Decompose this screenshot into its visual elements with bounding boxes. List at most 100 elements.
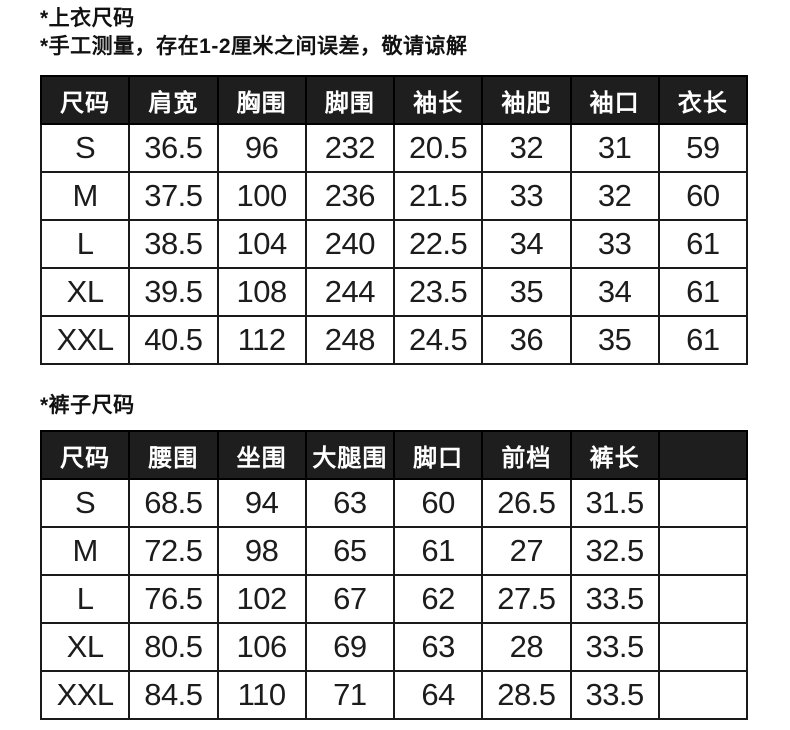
measurement-cell: 60 xyxy=(392,478,484,528)
measurement-cell: 31 xyxy=(569,123,660,173)
measurement-cell: 248 xyxy=(304,315,396,365)
column-header: 坐围 xyxy=(216,430,307,480)
measurement-cell: 22.5 xyxy=(392,219,484,269)
measurement-cell: 98 xyxy=(216,526,307,576)
column-header: 袖肥 xyxy=(481,75,572,125)
size-label-cell: L xyxy=(39,219,131,269)
measurement-cell: 28 xyxy=(481,622,572,672)
measurement-cell: 232 xyxy=(304,123,396,173)
measurement-cell: 24.5 xyxy=(392,315,484,365)
measurement-cell: 33.5 xyxy=(569,574,660,624)
size-label-cell: XXL xyxy=(39,315,131,365)
table-row: S 68.5 94 63 60 26.5 31.5 xyxy=(39,478,749,528)
table-row: M 72.5 98 65 61 27 32.5 xyxy=(39,526,749,576)
measurement-cell: 39.5 xyxy=(128,267,219,317)
pants-header-row: 尺码 腰围 坐围 大腿围 脚口 前档 裤长 xyxy=(39,430,749,480)
measurement-cell: 38.5 xyxy=(128,219,219,269)
table-row: L 76.5 102 67 62 27.5 33.5 xyxy=(39,574,749,624)
column-header: 尺码 xyxy=(39,430,131,480)
tops-size-table: 尺码 肩宽 胸围 脚围 袖长 袖肥 袖口 衣长 S 36.5 96 232 20.5 32 31 59 M 37… xyxy=(39,75,749,365)
measurement-cell: 61 xyxy=(657,267,749,317)
measurement-cell: 64 xyxy=(392,670,484,720)
measurement-cell: 106 xyxy=(216,622,307,672)
table-row: L 38.5 104 240 22.5 34 33 61 xyxy=(39,219,749,269)
measurement-cell: 33 xyxy=(569,219,660,269)
table-row: XXL 84.5 110 71 64 28.5 33.5 xyxy=(39,670,749,720)
measurement-cell: 34 xyxy=(481,219,572,269)
measurement-cell: 28.5 xyxy=(481,670,572,720)
measurement-cell xyxy=(657,622,749,672)
pants-size-table: 尺码 腰围 坐围 大腿围 脚口 前档 裤长 S 68.5 94 63 60 26.5 31.5 M 72.5… xyxy=(39,430,749,720)
column-header: 脚围 xyxy=(304,75,396,125)
measurement-cell: 23.5 xyxy=(392,267,484,317)
size-label-cell: XL xyxy=(39,622,131,672)
measurement-cell: 240 xyxy=(304,219,396,269)
measurement-cell: 35 xyxy=(481,267,572,317)
measurement-cell: 36 xyxy=(481,315,572,365)
measurement-cell: 65 xyxy=(304,526,396,576)
tops-section-title: *上衣尺码 xyxy=(40,7,135,30)
measurement-cell: 37.5 xyxy=(128,171,219,221)
size-label-cell: L xyxy=(39,574,131,624)
measurement-cell: 94 xyxy=(216,478,307,528)
column-header-empty xyxy=(657,430,749,480)
measurement-cell: 35 xyxy=(569,315,660,365)
measurement-cell: 27 xyxy=(481,526,572,576)
column-header: 裤长 xyxy=(569,430,660,480)
measurement-cell xyxy=(657,670,749,720)
size-label-cell: XXL xyxy=(39,670,131,720)
column-header: 衣长 xyxy=(657,75,749,125)
measurement-cell: 62 xyxy=(392,574,484,624)
measurement-cell: 36.5 xyxy=(128,123,219,173)
table-row: S 36.5 96 232 20.5 32 31 59 xyxy=(39,123,749,173)
table-row: XXL 40.5 112 248 24.5 36 35 61 xyxy=(39,315,749,365)
measurement-cell: 244 xyxy=(304,267,396,317)
measurement-cell: 67 xyxy=(304,574,396,624)
measurement-cell: 40.5 xyxy=(128,315,219,365)
measurement-cell xyxy=(657,526,749,576)
measurement-cell: 110 xyxy=(216,670,307,720)
column-header: 腰围 xyxy=(128,430,219,480)
size-label-cell: S xyxy=(39,123,131,173)
measurement-cell: 63 xyxy=(304,478,396,528)
measurement-disclaimer: *手工测量，存在1-2厘米之间误差，敬请谅解 xyxy=(40,35,468,58)
measurement-cell: 33.5 xyxy=(569,670,660,720)
size-label-cell: S xyxy=(39,478,131,528)
measurement-cell: 27.5 xyxy=(481,574,572,624)
size-label-cell: M xyxy=(39,171,131,221)
measurement-cell: 21.5 xyxy=(392,171,484,221)
column-header: 脚口 xyxy=(392,430,484,480)
measurement-cell: 61 xyxy=(657,219,749,269)
measurement-cell xyxy=(657,574,749,624)
measurement-cell: 96 xyxy=(216,123,307,173)
measurement-cell: 26.5 xyxy=(481,478,572,528)
column-header: 肩宽 xyxy=(128,75,219,125)
measurement-cell: 61 xyxy=(392,526,484,576)
measurement-cell: 76.5 xyxy=(128,574,219,624)
table-row: XL 80.5 106 69 63 28 33.5 xyxy=(39,622,749,672)
measurement-cell: 112 xyxy=(216,315,307,365)
column-header: 前档 xyxy=(481,430,572,480)
measurement-cell: 32 xyxy=(569,171,660,221)
column-header: 大腿围 xyxy=(304,430,396,480)
measurement-cell: 63 xyxy=(392,622,484,672)
column-header: 尺码 xyxy=(39,75,131,125)
measurement-cell: 32 xyxy=(481,123,572,173)
measurement-cell: 104 xyxy=(216,219,307,269)
measurement-cell: 102 xyxy=(216,574,307,624)
tops-header-row: 尺码 肩宽 胸围 脚围 袖长 袖肥 袖口 衣长 xyxy=(39,75,749,125)
measurement-cell: 84.5 xyxy=(128,670,219,720)
pants-section-title: *裤子尺码 xyxy=(40,394,135,417)
measurement-cell: 236 xyxy=(304,171,396,221)
measurement-cell: 32.5 xyxy=(569,526,660,576)
column-header: 袖长 xyxy=(392,75,484,125)
measurement-cell: 20.5 xyxy=(392,123,484,173)
size-label-cell: M xyxy=(39,526,131,576)
measurement-cell: 68.5 xyxy=(128,478,219,528)
measurement-cell: 31.5 xyxy=(569,478,660,528)
measurement-cell: 69 xyxy=(304,622,396,672)
measurement-cell: 34 xyxy=(569,267,660,317)
measurement-cell: 61 xyxy=(657,315,749,365)
measurement-cell xyxy=(657,478,749,528)
